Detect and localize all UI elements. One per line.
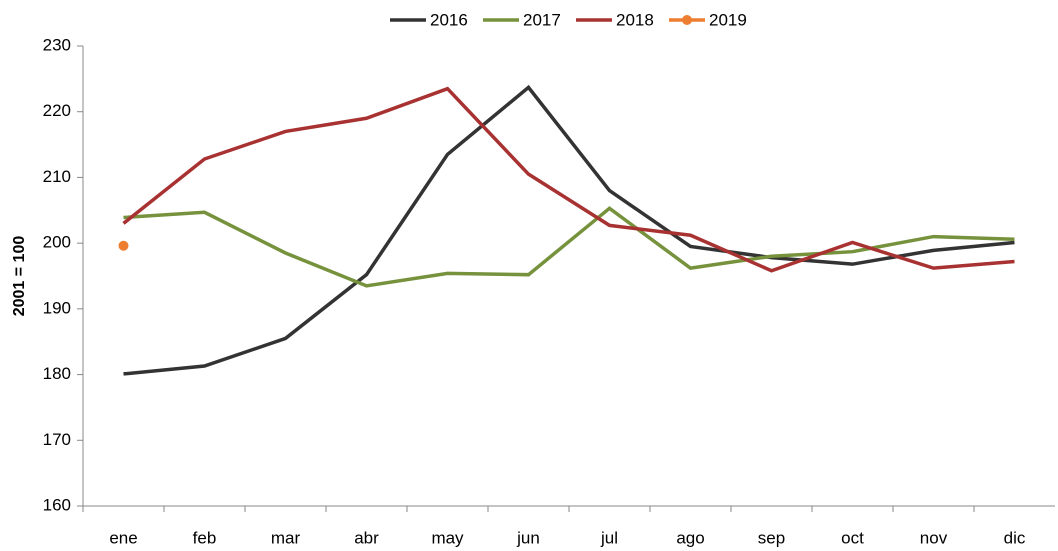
y-tick-label: 230 (43, 35, 71, 54)
x-tick-label: abr (354, 528, 379, 547)
legend-label: 2019 (709, 10, 747, 29)
legend-label: 2017 (523, 10, 561, 29)
x-tick-label: ene (109, 528, 137, 547)
y-tick-label: 190 (43, 298, 71, 317)
y-tick-label: 160 (43, 495, 71, 514)
legend-marker (682, 15, 692, 25)
y-tick-label: 220 (43, 101, 71, 120)
x-tick-label: sep (758, 528, 785, 547)
series-marker (118, 240, 129, 251)
x-tick-label: oct (841, 528, 864, 547)
series-line (123, 84, 1015, 376)
x-tick-label: may (431, 528, 464, 547)
series-line (122, 86, 1015, 273)
legend-label: 2016 (430, 10, 468, 29)
y-tick-label: 210 (43, 167, 71, 186)
x-tick-label: nov (920, 528, 948, 547)
series-line (123, 206, 1015, 288)
x-tick-label: jul (600, 528, 618, 547)
legend-label: 2018 (616, 10, 654, 29)
x-tick-label: jun (516, 528, 540, 547)
y-tick-label: 180 (43, 364, 71, 383)
x-tick-label: ago (676, 528, 704, 547)
x-tick-label: feb (193, 528, 217, 547)
x-tick-label: dic (1004, 528, 1026, 547)
x-tick-label: mar (271, 528, 301, 547)
y-tick-label: 170 (43, 430, 71, 449)
y-axis-label: 2001 = 100 (11, 236, 28, 317)
y-tick-label: 200 (43, 233, 71, 252)
